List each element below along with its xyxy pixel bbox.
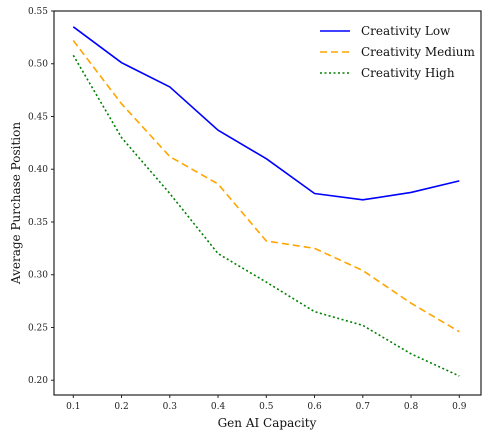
x-tick-label: 0.3: [163, 402, 178, 412]
legend-label: Creativity Low: [361, 24, 451, 38]
y-tick-label: 0.35: [28, 218, 48, 228]
x-axis-ticks: 0.1 0.2 0.3 0.4 0.5 0.6 0.7 0.8 0.9: [66, 395, 467, 412]
y-axis-ticks: 0.20 0.25 0.30 0.35 0.40 0.45 0.50 0.55: [28, 7, 54, 386]
x-tick-label: 0.5: [259, 402, 274, 412]
y-tick-label: 0.40: [28, 165, 48, 175]
y-tick-label: 0.25: [28, 323, 48, 333]
legend: Creativity Low Creativity Medium Creativit…: [320, 24, 476, 80]
legend-label: Creativity High: [361, 66, 455, 80]
x-tick-label: 0.8: [404, 402, 419, 412]
y-tick-label: 0.45: [28, 112, 48, 122]
series-line-creativity-high: [72, 54, 460, 377]
x-tick-label: 0.1: [66, 402, 80, 412]
x-tick-label: 0.6: [307, 402, 322, 412]
y-axis-label: Average Purchase Position: [9, 122, 23, 285]
x-tick-label: 0.2: [114, 402, 128, 412]
series-line-creativity-low: [72, 26, 460, 201]
y-tick-label: 0.55: [28, 7, 48, 17]
plot-area: [53, 10, 482, 396]
y-tick-label: 0.30: [28, 271, 48, 281]
legend-label: Creativity Medium: [361, 45, 476, 59]
x-tick-label: 0.9: [452, 402, 467, 412]
series-lines: [72, 26, 460, 377]
x-tick-label: 0.4: [211, 402, 226, 412]
series-line-creativity-medium: [72, 40, 460, 333]
x-tick-label: 0.7: [356, 402, 371, 412]
y-tick-label: 0.50: [28, 60, 48, 70]
x-axis-label: Gen AI Capacity: [218, 416, 317, 430]
y-tick-label: 0.20: [28, 376, 48, 386]
